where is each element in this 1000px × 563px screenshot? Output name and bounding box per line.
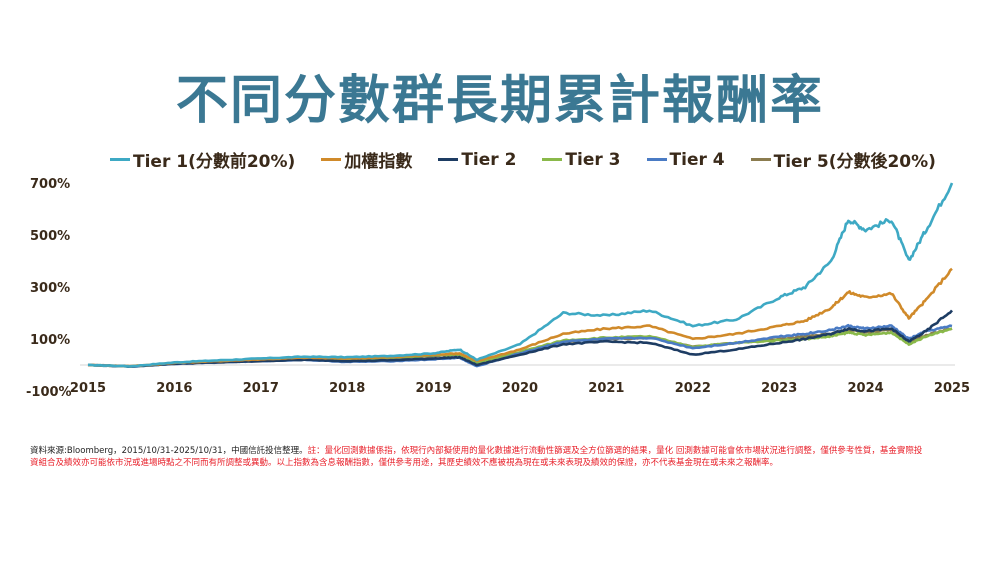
- x-tick-label: 2017: [243, 381, 279, 396]
- y-tick-label: -100%: [26, 385, 72, 400]
- legend-item: Tier 4: [646, 149, 725, 170]
- x-tick-label: 2025: [934, 381, 970, 396]
- series-line: [87, 309, 954, 368]
- y-tick-label: 700%: [30, 177, 70, 192]
- footnote-disclaimer: 註：量化回測數據係指，依現行內部擬使用的量化數據進行流動性篩選及全方位篩選的結果…: [30, 446, 923, 468]
- y-tick-label: 300%: [30, 281, 70, 296]
- x-tick-label: 2020: [502, 381, 538, 396]
- x-tick-label: 2019: [416, 381, 452, 396]
- x-tick-label: 2023: [761, 381, 797, 396]
- footnote-source: 資料來源:Bloomberg，2015/10/31-2025/10/31，中國信…: [30, 446, 308, 456]
- chart-legend: Tier 1(分數前20%) 加權指數 Tier 2 Tier 3 Tier 4 Tier…: [110, 147, 962, 172]
- legend-swatch: [110, 158, 130, 161]
- legend-item: Tier 3: [542, 149, 621, 170]
- x-tick-label: 2015: [70, 381, 106, 396]
- x-tick-label: 2024: [848, 381, 884, 396]
- legend-item: 加權指數: [321, 147, 412, 172]
- x-tick-label: 2021: [588, 381, 624, 396]
- line-chart: 700% 500% 300% 100% -100%2015 2016 2017 2018 201…: [26, 177, 970, 400]
- y-tick-label: 100%: [30, 333, 70, 348]
- footnote: 資料來源:Bloomberg，2015/10/31-2025/10/31，中國信…: [30, 445, 930, 469]
- legend-label: Tier 5(分數後20%): [773, 152, 936, 172]
- series-line: [87, 182, 954, 368]
- legend-swatch: [750, 158, 771, 161]
- legend-label: Tier 2: [461, 149, 517, 170]
- legend-item: Tier 5(分數後20%): [750, 147, 936, 172]
- legend-label: Tier 3: [565, 149, 621, 170]
- legend-label: Tier 4: [669, 149, 725, 170]
- legend-label: 加權指數: [344, 152, 413, 172]
- legend-swatch: [542, 158, 563, 161]
- x-tick-label: 2016: [156, 381, 192, 396]
- page-title: 不同分數群長期累計報酬率: [175, 71, 824, 131]
- legend-swatch: [321, 158, 342, 161]
- x-tick-label: 2018: [329, 381, 365, 396]
- legend-item: Tier 1(分數前20%): [110, 147, 295, 172]
- legend-swatch: [646, 158, 667, 161]
- legend-item: Tier 2: [438, 150, 516, 170]
- legend-swatch: [438, 158, 459, 161]
- x-tick-label: 2022: [675, 381, 711, 396]
- y-tick-label: 500%: [30, 229, 70, 244]
- legend-label: Tier 1(分數前20%): [133, 152, 296, 172]
